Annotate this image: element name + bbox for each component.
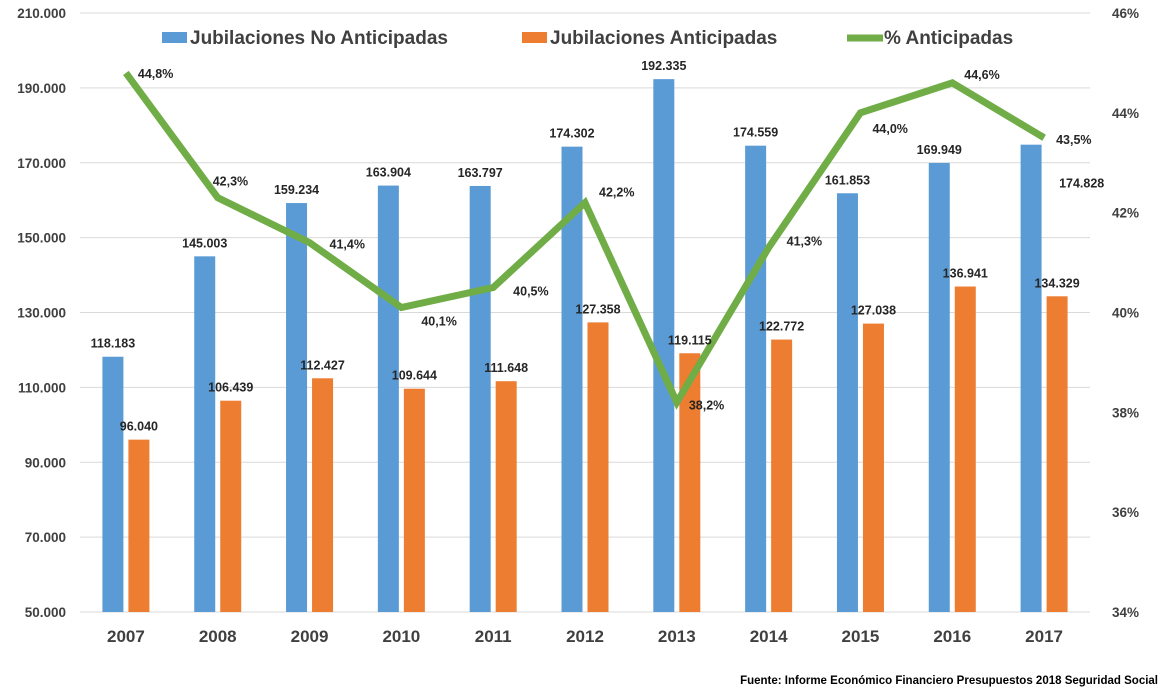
left-axis: 50.000 70.000 90.000 110.000 130.000 150.000 1…: [17, 6, 66, 620]
bar-no-anticipadas: [1020, 144, 1042, 612]
y-left-tick-label: 170.000: [17, 156, 66, 171]
legend-label-no-anticipadas: Jubilaciones No Anticipadas: [190, 28, 448, 49]
bar-no-anticipadas: [928, 162, 950, 613]
x-tick-label: 2012: [566, 627, 604, 646]
percent-line: [123, 70, 1046, 410]
x-tick-label: 2015: [842, 627, 880, 646]
bars: [102, 79, 1068, 613]
y-left-tick-label: 70.000: [25, 530, 66, 545]
y-right-tick-label: 38%: [1112, 405, 1139, 420]
legend: Jubilaciones No Anticipadas Jubilaciones…: [162, 28, 1013, 49]
bar-no-anticipadas: [377, 185, 399, 612]
data-label-percent: 41,3%: [787, 235, 822, 249]
legend-label-anticipadas: Jubilaciones Anticipadas: [550, 28, 777, 49]
bar-no-anticipadas: [469, 185, 491, 613]
right-axis: 34% 36% 38% 40% 42% 44% 46%: [1112, 6, 1139, 620]
x-tick-label: 2007: [107, 627, 145, 646]
legend-swatch-anticipadas: [522, 32, 547, 43]
data-label-no-anticipadas: 174.302: [549, 127, 594, 141]
bar-anticipadas: [862, 323, 884, 612]
bar-no-anticipadas: [194, 256, 216, 612]
data-label-no-anticipadas: 118.183: [91, 337, 136, 351]
data-label-percent: 42,3%: [213, 175, 248, 189]
y-right-tick-label: 34%: [1112, 605, 1139, 620]
source-note: Fuente: Informe Económico Financiero Pre…: [740, 675, 1158, 687]
bar-anticipadas: [128, 439, 150, 612]
y-right-tick-label: 44%: [1112, 106, 1139, 121]
bar-no-anticipadas: [653, 79, 675, 612]
gridlines: [80, 12, 1090, 613]
y-left-tick-label: 190.000: [17, 81, 66, 96]
data-label-percent: 41,4%: [330, 238, 365, 252]
data-label-no-anticipadas: 163.797: [458, 166, 503, 180]
y-right-tick-label: 40%: [1112, 306, 1139, 321]
data-label-no-anticipadas: 174.559: [733, 126, 778, 140]
y-left-tick-label: 130.000: [17, 306, 66, 321]
bar-no-anticipadas: [561, 146, 583, 612]
y-left-tick-label: 50.000: [25, 605, 66, 620]
x-tick-label: 2011: [475, 627, 512, 646]
data-label-anticipadas: 96.040: [120, 420, 158, 434]
data-label-anticipadas: 134.329: [1034, 276, 1079, 290]
y-left-tick-label: 210.000: [17, 6, 66, 21]
x-tick-label: 2013: [658, 627, 696, 646]
bar-anticipadas: [679, 353, 701, 612]
data-label-no-anticipadas: 145.003: [182, 236, 227, 250]
bar-anticipadas: [771, 339, 793, 612]
data-label-anticipadas: 119.115: [668, 333, 712, 347]
y-left-tick-label: 110.000: [18, 380, 66, 395]
x-tick-label: 2014: [750, 627, 788, 646]
bar-anticipadas: [1046, 296, 1068, 612]
bar-anticipadas: [495, 381, 517, 612]
x-tick-label: 2008: [199, 627, 237, 646]
data-label-anticipadas: 106.439: [208, 381, 253, 395]
data-labels: 118.183 96.040 145.003 106.439 159.234 112.42…: [91, 59, 1105, 434]
data-label-percent: 44,0%: [872, 122, 907, 136]
data-label-anticipadas: 127.038: [851, 304, 896, 318]
data-label-percent: 40,5%: [513, 285, 548, 299]
x-tick-label: 2017: [1025, 627, 1063, 646]
legend-swatch-no-anticipadas: [162, 32, 187, 43]
x-tick-label: 2009: [291, 627, 329, 646]
data-label-no-anticipadas: 169.949: [917, 143, 962, 157]
data-label-anticipadas: 136.941: [943, 267, 988, 281]
bar-anticipadas: [312, 378, 334, 612]
data-label-percent: 38,2%: [689, 398, 724, 412]
data-label-anticipadas: 111.648: [484, 361, 528, 375]
data-label-percent: 40,1%: [421, 315, 456, 329]
data-label-percent: 43,5%: [1056, 133, 1091, 147]
bar-no-anticipadas: [836, 193, 858, 612]
data-label-no-anticipadas: 174.828: [1059, 177, 1104, 191]
bar-anticipadas: [954, 286, 976, 612]
bar-no-anticipadas: [102, 356, 124, 612]
bar-anticipadas: [220, 400, 242, 612]
bar-anticipadas: [587, 322, 609, 612]
data-label-anticipadas: 127.358: [575, 302, 620, 316]
x-axis: 2007 2008 2009 2010 2011 2012 2013 2014 2015 2016…: [107, 627, 1063, 646]
data-label-anticipadas: 112.427: [300, 358, 345, 372]
data-label-no-anticipadas: 161.853: [825, 173, 870, 187]
y-right-tick-label: 42%: [1112, 206, 1139, 221]
data-label-no-anticipadas: 159.234: [274, 183, 319, 197]
data-label-no-anticipadas: 163.904: [366, 166, 411, 180]
bar-no-anticipadas: [745, 145, 767, 612]
y-left-tick-label: 150.000: [17, 231, 66, 246]
x-tick-label: 2016: [933, 627, 971, 646]
y-left-tick-label: 90.000: [25, 455, 66, 470]
data-label-percent: 44,8%: [138, 67, 173, 81]
data-label-anticipadas: 122.772: [759, 320, 804, 334]
data-label-no-anticipadas: 192.335: [641, 59, 686, 73]
bar-no-anticipadas: [286, 203, 308, 612]
y-right-tick-label: 36%: [1112, 505, 1139, 520]
y-right-tick-label: 46%: [1112, 6, 1139, 21]
legend-label-percent: % Anticipadas: [884, 28, 1013, 49]
data-label-percent: 42,2%: [599, 186, 634, 200]
data-label-percent: 44,6%: [964, 68, 999, 82]
x-tick-label: 2010: [382, 627, 420, 646]
data-label-anticipadas: 109.644: [392, 369, 437, 383]
bar-anticipadas: [403, 388, 425, 612]
